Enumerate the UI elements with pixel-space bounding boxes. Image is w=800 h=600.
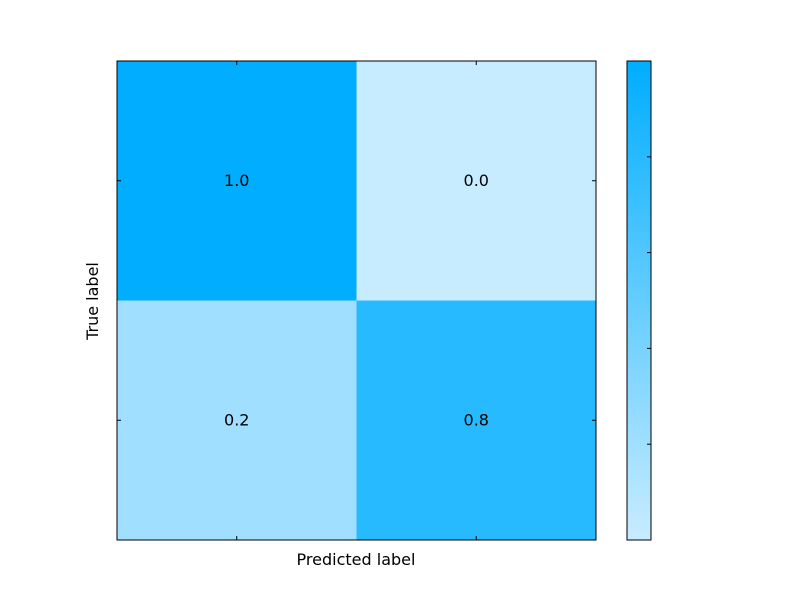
cell-value-label-r1-c1: 0.8 [464, 410, 489, 429]
axes-frame [116, 60, 597, 541]
cell-labels: 1.0 0.0 0.2 0.8 [224, 171, 489, 430]
cell-value-label-r0-c0: 1.0 [224, 171, 249, 190]
heatmap-cell-r0-c0 [117, 61, 357, 301]
x-axis-label: Predicted label [297, 550, 416, 569]
cell-value-label-r1-c0: 0.2 [224, 410, 249, 429]
y-axis-label: True label [83, 262, 102, 341]
heatmap-cell-r0-c1 [356, 61, 597, 301]
heatmap-cells [117, 61, 597, 541]
colorbar [626, 60, 652, 541]
heatmap-cell-r1-c0 [117, 300, 357, 541]
colorbar-ticks [647, 60, 651, 445]
heatmap-cell-r1-c1 [356, 300, 597, 541]
axis-ticks [117, 61, 596, 540]
cell-value-label-r0-c1: 0.0 [464, 171, 489, 190]
